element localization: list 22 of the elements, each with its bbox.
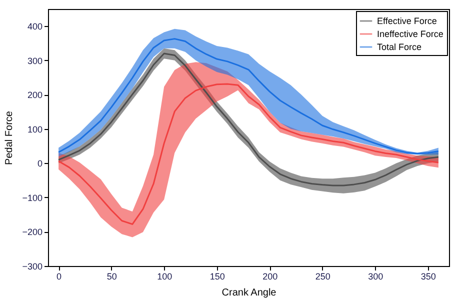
x-tick-label: 200 bbox=[262, 272, 278, 282]
y-tick-label: 100 bbox=[27, 124, 42, 134]
x-tick-label: 150 bbox=[210, 272, 225, 282]
y-tick-label: 200 bbox=[27, 90, 42, 100]
x-tick-label: 300 bbox=[368, 272, 384, 282]
y-tick-label: 400 bbox=[27, 22, 42, 32]
x-tick-label: 100 bbox=[157, 272, 172, 282]
x-tick-label: 350 bbox=[420, 272, 436, 282]
y-tick-label: 300 bbox=[27, 56, 42, 66]
legend-label: Effective Force bbox=[377, 16, 437, 26]
x-tick-label: 50 bbox=[106, 272, 117, 282]
y-tick-label: −100 bbox=[22, 192, 42, 203]
legend-label: Total Force bbox=[377, 42, 422, 52]
line-series bbox=[58, 83, 440, 225]
legend-label: Ineffective Force bbox=[377, 29, 444, 39]
y-tick-label: −300 bbox=[22, 262, 42, 272]
y-tick-label: 0 bbox=[37, 158, 42, 169]
y-axis-title: Pedal Force bbox=[4, 110, 16, 165]
x-tick-label: 0 bbox=[56, 272, 62, 282]
x-axis-title: Crank Angle bbox=[222, 288, 277, 298]
y-tick-label: −200 bbox=[22, 227, 42, 238]
x-tick-label: 250 bbox=[315, 272, 330, 282]
